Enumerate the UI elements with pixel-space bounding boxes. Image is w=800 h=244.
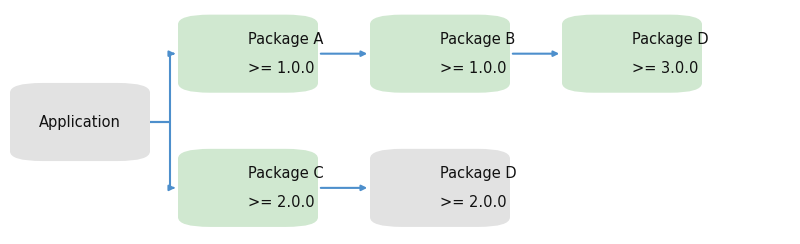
Text: Package D: Package D — [440, 166, 517, 181]
Text: Package D: Package D — [632, 31, 709, 47]
FancyBboxPatch shape — [370, 15, 510, 93]
Text: >= 2.0.0: >= 2.0.0 — [440, 195, 506, 210]
FancyBboxPatch shape — [178, 149, 318, 227]
Text: >= 1.0.0: >= 1.0.0 — [440, 61, 506, 76]
Text: >= 1.0.0: >= 1.0.0 — [248, 61, 314, 76]
FancyBboxPatch shape — [562, 15, 702, 93]
Text: >= 3.0.0: >= 3.0.0 — [632, 61, 698, 76]
FancyBboxPatch shape — [370, 149, 510, 227]
Text: Package C: Package C — [248, 166, 324, 181]
FancyBboxPatch shape — [10, 83, 150, 161]
Text: >= 2.0.0: >= 2.0.0 — [248, 195, 314, 210]
FancyBboxPatch shape — [178, 15, 318, 93]
Text: Package A: Package A — [248, 31, 323, 47]
Text: Package B: Package B — [440, 31, 515, 47]
Text: Application: Application — [39, 114, 121, 130]
